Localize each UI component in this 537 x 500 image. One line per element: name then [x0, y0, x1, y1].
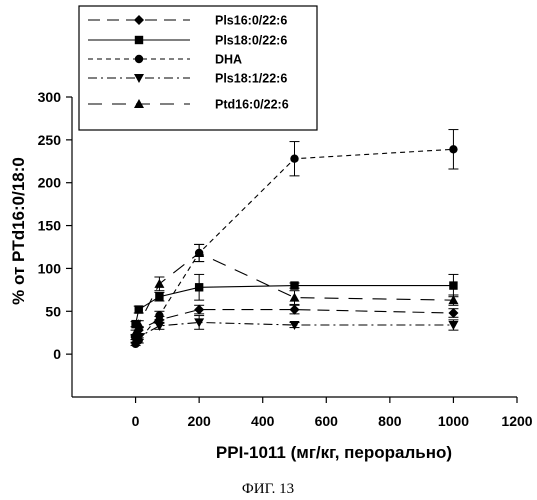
y-tick-label: 100: [38, 260, 62, 276]
legend-label: Ptd16:0/22:6: [215, 98, 289, 112]
y-tick-label: 150: [38, 218, 62, 234]
data-point: [290, 321, 300, 330]
x-axis-title: PPI-1011 (мг/кг, перорально): [216, 443, 452, 462]
data-point: [290, 293, 300, 302]
y-tick-label: 250: [38, 132, 62, 148]
data-point: [135, 305, 143, 313]
legend: Pls16:0/22:6 Pls18:0/22:6 DHA Pls18:1/22:6 P…: [79, 6, 317, 130]
x-tick-label: 400: [251, 413, 275, 429]
legend-marker: [135, 36, 143, 44]
data-point: [448, 308, 458, 318]
x-tick-label: 800: [378, 413, 402, 429]
data-point: [155, 293, 163, 301]
x-tick-label: 1200: [501, 413, 532, 429]
data-point: [290, 155, 298, 163]
x-tick-label: 0: [132, 413, 140, 429]
y-tick-label: 50: [45, 303, 61, 319]
legend-marker: [135, 55, 143, 63]
plot-area: 0 50 100 150 200 250 300 0 200 400 600 800 1000 1200: [38, 89, 533, 429]
data-point: [195, 283, 203, 291]
legend-label: DHA: [215, 53, 242, 67]
series-Pls18:1/22:6: [131, 316, 459, 347]
data-point: [155, 311, 163, 319]
data-point: [449, 145, 457, 153]
series-DHA: [131, 130, 459, 348]
y-tick-label: 0: [53, 346, 61, 362]
data-point: [154, 279, 164, 288]
x-tick-label: 600: [315, 413, 339, 429]
x-tick-label: 1000: [438, 413, 469, 429]
figure-caption: ФИГ. 13: [242, 481, 294, 497]
legend-label: Pls18:0/22:6: [215, 34, 287, 48]
x-tick-label: 200: [187, 413, 211, 429]
series-line: [136, 149, 454, 344]
y-axis-title: % от PTd16:0/18:0: [9, 157, 28, 305]
data-point: [194, 305, 204, 315]
data-point: [449, 281, 457, 289]
data-point: [290, 281, 298, 289]
legend-label: Pls18:1/22:6: [215, 72, 287, 86]
legend-label: Pls16:0/22:6: [215, 14, 287, 28]
data-point: [448, 321, 458, 330]
y-tick-label: 200: [38, 175, 62, 191]
data-point: [290, 305, 300, 315]
y-tick-label: 300: [38, 89, 62, 105]
